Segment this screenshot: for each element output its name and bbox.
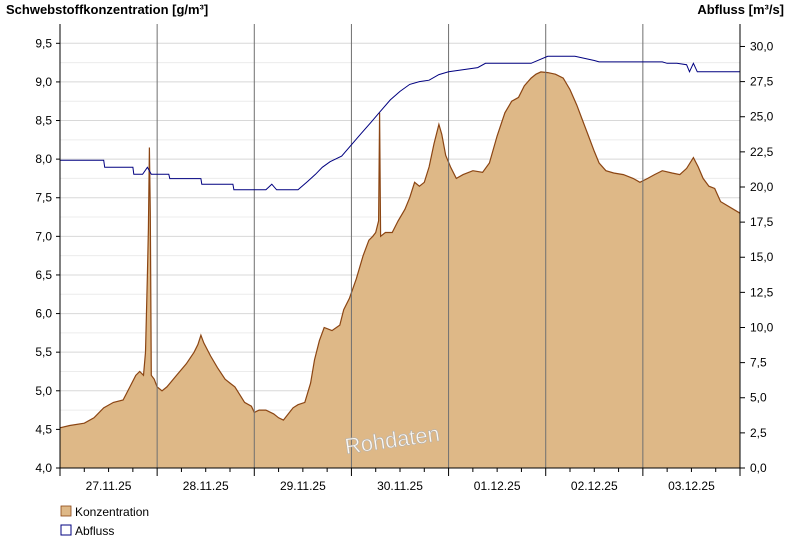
discharge-series: [60, 55, 740, 191]
discharge-line: [60, 55, 740, 191]
legend: Konzentration Abfluss: [60, 505, 149, 538]
left-tick-label-7: 7,5: [35, 191, 52, 205]
right-tick-label-4: 10,0: [750, 320, 774, 334]
x-tick-label-6: 03.12.25: [668, 479, 715, 493]
legend-label-concentration: Konzentration: [75, 505, 149, 519]
x-tick-label-5: 02.12.25: [571, 479, 618, 493]
x-tick-label-0: 27.11.25: [86, 479, 132, 493]
concentration-area: [60, 71, 740, 469]
left-tick-label-10: 9,0: [35, 75, 52, 89]
right-tick-label-10: 25,0: [750, 110, 774, 124]
left-tick-label-5: 6,5: [35, 268, 52, 282]
legend-label-discharge: Abfluss: [75, 524, 114, 538]
day-lines: [156, 24, 644, 468]
x-tick-label-3: 30.11.25: [377, 479, 423, 493]
right-tick-label-0: 0,0: [750, 461, 767, 475]
right-tick-label-8: 20,0: [750, 180, 774, 194]
left-tick-label-2: 5,0: [35, 384, 52, 398]
right-axis-title: Abfluss [m³/s]: [697, 2, 784, 17]
axes: 4,0 4,5 5,0 5,5 6,0 6,5 7,0 7,5 8,0 8,5 9,0 9,5 0,0 2…: [35, 24, 774, 493]
concentration-series: [59, 71, 741, 469]
right-tick-label-5: 12,5: [750, 285, 774, 299]
right-tick-label-3: 7,5: [750, 356, 767, 370]
left-tick-label-0: 4,0: [35, 461, 52, 475]
right-tick-label-11: 27,5: [750, 75, 774, 89]
right-tick-label-1: 2,5: [750, 426, 767, 440]
legend-swatch-concentration: [60, 505, 72, 517]
legend-swatch-discharge: [60, 524, 72, 536]
concentration-edge: [59, 71, 741, 429]
right-tick-label-6: 15,0: [750, 250, 774, 264]
left-tick-label-6: 7,0: [35, 229, 52, 243]
left-tick-label-8: 8,0: [35, 152, 52, 166]
left-tick-label-4: 6,0: [35, 307, 52, 321]
right-tick-label-12: 30,0: [750, 39, 774, 53]
left-axis-title: Schwebstoffkonzentration [g/m³]: [6, 2, 208, 17]
right-tick-label-9: 22,5: [750, 145, 774, 159]
right-tick-label-2: 5,0: [750, 391, 767, 405]
left-tick-label-9: 8,5: [35, 114, 52, 128]
left-tick-label-11: 9,5: [35, 36, 52, 50]
left-tick-label-3: 5,5: [35, 345, 52, 359]
x-tick-label-2: 29.11.25: [280, 479, 326, 493]
x-tick-label-1: 28.11.25: [183, 479, 229, 493]
left-tick-label-1: 4,5: [35, 422, 52, 436]
x-tick-label-4: 01.12.25: [474, 479, 521, 493]
right-tick-label-7: 17,5: [750, 215, 774, 229]
